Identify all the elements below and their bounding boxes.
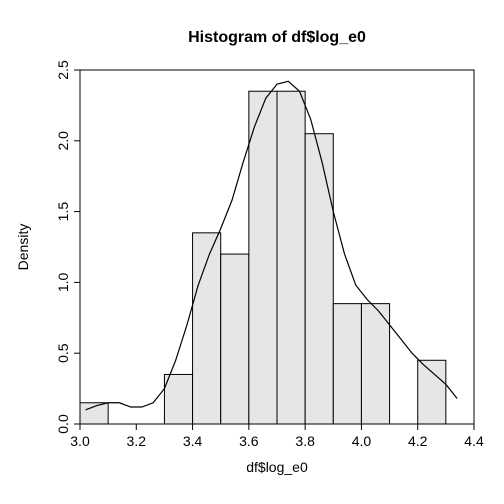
histogram-bar xyxy=(418,360,446,424)
y-tick-label: 0.5 xyxy=(55,343,71,363)
histogram-bar xyxy=(305,134,333,424)
x-tick-label: 4.4 xyxy=(464,433,484,449)
histogram-bar xyxy=(249,91,277,424)
histogram-bar xyxy=(221,254,249,424)
histogram-bar xyxy=(361,304,389,424)
y-axis-label: Density xyxy=(15,224,31,271)
x-axis-label: df$log_e0 xyxy=(246,459,308,475)
y-tick-label: 2.0 xyxy=(55,131,71,151)
y-tick-label: 1.0 xyxy=(55,272,71,292)
histogram-svg: 3.0 3.2 3.4 3.6 3.8 4.0 4.2 4.4 0.0 0.5 1.0 1.5 2.0 2… xyxy=(0,0,504,504)
histogram-bar xyxy=(333,304,361,424)
x-tick-label: 4.0 xyxy=(352,433,372,449)
histogram-bar xyxy=(164,374,192,424)
x-tick-label: 3.0 xyxy=(70,433,90,449)
chart-title: Histogram of df$log_e0 xyxy=(188,29,366,46)
x-tick-label: 3.2 xyxy=(127,433,147,449)
y-tick-label: 2.5 xyxy=(55,60,71,80)
y-tick-label: 1.5 xyxy=(55,202,71,222)
x-tick-label: 3.8 xyxy=(295,433,315,449)
histogram-bar xyxy=(277,91,305,424)
histogram-bar xyxy=(80,403,108,424)
x-tick-label: 3.6 xyxy=(239,433,259,449)
x-tick-label: 4.2 xyxy=(408,433,428,449)
y-tick-label: 0.0 xyxy=(55,414,71,434)
chart-container: { "chart": { "type": "histogram", "title… xyxy=(0,0,504,504)
x-tick-label: 3.4 xyxy=(183,433,203,449)
